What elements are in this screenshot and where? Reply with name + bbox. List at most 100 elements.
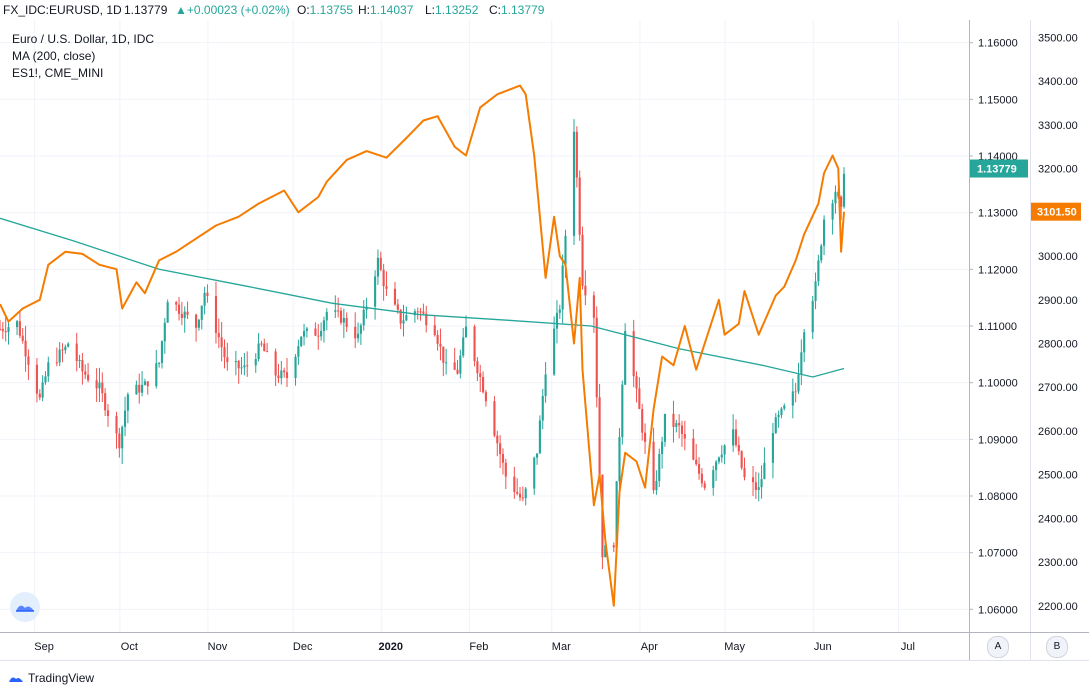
candle-body: [797, 374, 800, 392]
candle-down: [496, 430, 499, 457]
candle-up: [445, 348, 448, 375]
symbol-label[interactable]: FX_IDC:EURUSD, 1D: [3, 3, 122, 17]
candle-down: [482, 371, 485, 394]
candle-up: [675, 419, 678, 433]
candle-body: [0, 328, 2, 330]
tradingview-brand[interactable]: TradingView: [8, 671, 94, 685]
candle-body: [58, 349, 61, 363]
candle-body: [126, 394, 129, 411]
candle-body: [456, 369, 459, 374]
candle-down: [643, 423, 647, 455]
candle-down: [195, 313, 198, 342]
candle-body: [413, 311, 416, 316]
candle-body: [24, 340, 27, 357]
candle-body: [356, 333, 360, 339]
candle-body: [78, 359, 81, 362]
candle-down: [499, 435, 502, 469]
time-tick-label: 2020: [379, 641, 403, 653]
candle-body: [234, 360, 237, 363]
candle-up: [842, 167, 846, 209]
candle-down: [453, 347, 456, 371]
candle-body: [794, 391, 797, 393]
candle-body: [723, 445, 726, 455]
candle-up: [300, 336, 303, 348]
candle-body: [101, 382, 104, 394]
candle-body: [266, 351, 269, 353]
candle-down: [695, 443, 698, 466]
candle-up: [297, 339, 300, 365]
candle-down: [4, 317, 7, 342]
candle-up: [257, 333, 260, 362]
candle-body: [720, 454, 723, 458]
candle-body: [18, 321, 21, 336]
price-tick-label: 1.09000: [978, 434, 1018, 446]
candle-up: [536, 453, 539, 465]
change-value: +0.00023 (+0.02%): [186, 3, 290, 17]
candle-body: [814, 281, 817, 301]
candle-up: [334, 295, 337, 318]
candle-body: [175, 302, 178, 305]
candle-body: [834, 191, 837, 204]
candle-body: [791, 391, 794, 406]
chart-legend: Euro / U.S. Dollar, 1D, IDC MA (200, clo…: [12, 31, 154, 82]
candle-body: [717, 457, 721, 462]
candle-body: [672, 413, 675, 427]
es-tick-label: 2700.00: [1038, 382, 1078, 394]
candle-body: [760, 479, 763, 488]
candle-up: [723, 444, 726, 465]
candle-body: [592, 295, 595, 318]
candle-up: [44, 371, 47, 385]
candle-up: [183, 306, 186, 333]
candle-down: [456, 359, 459, 375]
candle-body: [123, 410, 127, 427]
candle-body: [493, 401, 496, 436]
candle-body: [743, 467, 746, 478]
candle-body: [823, 219, 826, 246]
candle-up: [780, 407, 783, 419]
candle-body: [223, 347, 226, 358]
tradingview-chart-logo-icon[interactable]: [10, 592, 40, 622]
candle-body: [635, 376, 638, 389]
candle-up: [320, 322, 323, 341]
candle-body: [155, 363, 158, 387]
candle-body: [595, 317, 598, 398]
candle-up: [41, 375, 44, 402]
candle-body: [47, 362, 50, 377]
candle-down: [354, 312, 357, 349]
legend-overlay-series[interactable]: ES1!, CME_MINI: [12, 66, 104, 80]
candle-body: [342, 318, 345, 323]
time-tick-label: Feb: [469, 641, 488, 653]
es-tick-label: 2300.00: [1038, 557, 1078, 569]
es-tick-label: 2500.00: [1038, 470, 1078, 482]
es-tick-label: 3400.00: [1038, 76, 1078, 88]
candle-body: [425, 313, 428, 326]
candle-body: [180, 313, 183, 318]
price-tick-label: 1.15000: [978, 94, 1018, 106]
candle-down: [138, 373, 141, 404]
candle-down: [504, 458, 507, 490]
candle-up: [831, 199, 834, 235]
low-value: L:1.13252: [425, 3, 479, 17]
scale-b-button[interactable]: B: [1046, 636, 1068, 658]
candle-body: [479, 373, 482, 377]
open-label: O:: [297, 3, 310, 17]
candle-down: [678, 414, 681, 439]
legend-ma-study[interactable]: MA (200, close): [12, 49, 96, 63]
candle-up: [126, 392, 129, 424]
candle-down: [680, 420, 684, 447]
candle-body: [257, 343, 260, 359]
candle-down: [672, 400, 675, 443]
candle-down: [35, 358, 39, 403]
candle-body: [283, 370, 286, 373]
candle-body: [186, 311, 189, 315]
candle-body: [638, 388, 641, 409]
candle-down: [84, 364, 87, 379]
candle-body: [612, 545, 615, 548]
candle-body: [203, 292, 206, 306]
auto-scale-button[interactable]: A: [987, 636, 1009, 658]
legend-main-series[interactable]: Euro / U.S. Dollar, 1D, IDC: [12, 32, 155, 46]
candle-down: [422, 303, 425, 316]
time-tick-label: Mar: [552, 641, 571, 653]
